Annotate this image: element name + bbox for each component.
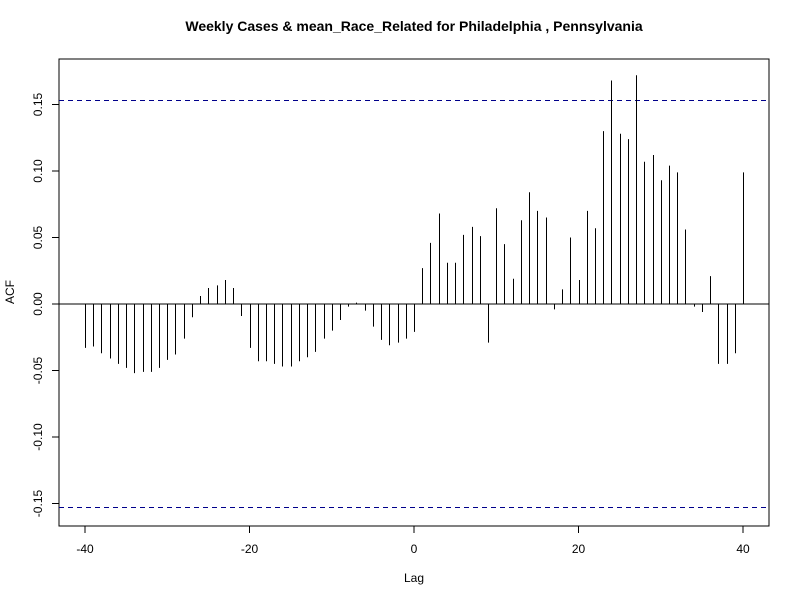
y-tick-label: -0.10 bbox=[31, 423, 45, 451]
y-axis-label: ACF bbox=[3, 280, 17, 304]
plot-frame bbox=[58, 58, 770, 527]
x-tick-label: -20 bbox=[241, 542, 259, 556]
chart-title: Weekly Cases & mean_Race_Related for Phi… bbox=[185, 18, 642, 34]
x-tick-label: 20 bbox=[572, 542, 586, 556]
y-tick-label: -0.05 bbox=[31, 357, 45, 385]
y-tick-label: -0.15 bbox=[31, 490, 45, 518]
y-tick-label: 0.15 bbox=[31, 92, 45, 116]
x-axis: -40 -20 0 20 40 bbox=[76, 525, 750, 556]
x-tick-label: 40 bbox=[736, 542, 750, 556]
y-axis: -0.15 -0.10 -0.05 0.00 0.05 0.10 0.15 bbox=[31, 92, 60, 518]
y-tick-label: 0.05 bbox=[31, 225, 45, 249]
x-tick-label: 0 bbox=[411, 542, 418, 556]
y-tick-label: 0.10 bbox=[31, 159, 45, 183]
y-tick-label: 0.00 bbox=[31, 292, 45, 316]
x-axis-label: Lag bbox=[404, 571, 424, 585]
acf-bars bbox=[85, 75, 744, 374]
x-tick-label: -40 bbox=[76, 542, 94, 556]
